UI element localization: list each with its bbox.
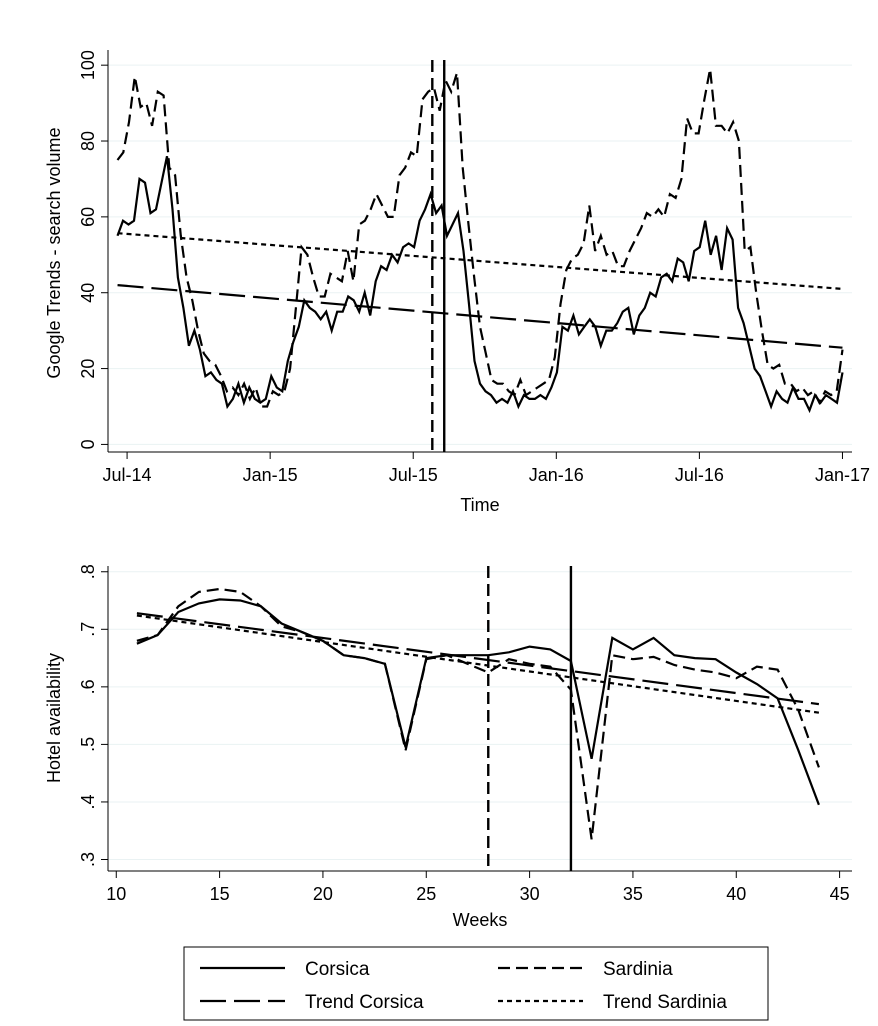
x-tick-label: Jul-15	[389, 465, 438, 485]
y-tick-label: 0	[78, 439, 98, 449]
series-bottom	[136, 587, 820, 840]
hotel-availability-panel: .3 .4 .5 .6 .7 .8 10 15 20 25 30 35 40 45 Weeks Hote…	[44, 564, 852, 930]
series-line-sardinia	[136, 587, 820, 840]
x-tick-label: 15	[210, 884, 230, 904]
x-axis-title-bottom: Weeks	[453, 910, 508, 930]
y-tick-label: 20	[78, 359, 98, 379]
legend-label-sardinia: Sardinia	[603, 959, 673, 980]
event-lines-top	[431, 60, 446, 452]
x-axis-title-top: Time	[460, 495, 499, 515]
x-tick-label: Jul-16	[675, 465, 724, 485]
series-line-sardinia	[116, 68, 844, 408]
x-tick-label: Jan-16	[529, 465, 584, 485]
y-tick-label: .7	[78, 622, 98, 637]
y-tick-label: .8	[78, 564, 98, 579]
x-tick-label: 35	[623, 884, 643, 904]
x-tick-label: 30	[520, 884, 540, 904]
series-line-corsica	[116, 155, 844, 414]
x-tick-label: Jan-17	[815, 465, 870, 485]
series-line-corsica	[136, 598, 820, 806]
trend-line-corsica	[117, 284, 843, 349]
event-lines-bottom	[487, 566, 573, 871]
x-tick-label: Jan-15	[243, 465, 298, 485]
legend-label-trend-sardinia: Trend Sardinia	[603, 992, 727, 1013]
x-ticks-top: Jul-14 Jan-15 Jul-15 Jan-16 Jul-16 Jan-17	[103, 452, 870, 485]
y-tick-label: 60	[78, 207, 98, 227]
y-tick-label: 80	[78, 131, 98, 151]
trend-line-sardinia	[117, 232, 843, 291]
x-tick-label: 45	[830, 884, 850, 904]
y-ticks-top: 0 20 40 60 80 100	[78, 50, 108, 449]
x-tick-label: 25	[416, 884, 436, 904]
grid-top	[108, 64, 852, 445]
y-tick-label: 100	[78, 50, 98, 80]
legend-box	[183, 946, 769, 1021]
legend: Corsica Sardinia Trend Corsica Trend Sardin…	[183, 946, 769, 1021]
series-top	[116, 68, 844, 414]
grid-bottom	[108, 571, 852, 860]
x-tick-label: 20	[313, 884, 333, 904]
plot-area-bottom	[108, 566, 852, 871]
series-line-trend-sardinia	[136, 614, 820, 714]
plot-area-top	[108, 50, 852, 452]
x-tick-label: 10	[106, 884, 126, 904]
x-tick-label: 40	[726, 884, 746, 904]
y-tick-label: .3	[78, 852, 98, 867]
y-axis-title-top: Google Trends - search volume	[44, 127, 64, 378]
legend-label-corsica: Corsica	[305, 959, 370, 980]
y-tick-label: .4	[78, 794, 98, 809]
x-tick-label: Jul-14	[103, 465, 152, 485]
y-axis-title-bottom: Hotel availability	[44, 653, 64, 783]
y-ticks-bottom: .3 .4 .5 .6 .7 .8	[78, 564, 108, 867]
series-line-trend-corsica	[136, 612, 820, 706]
legend-label-trend-corsica: Trend Corsica	[305, 992, 424, 1013]
y-tick-label: .5	[78, 737, 98, 752]
y-tick-label: 40	[78, 283, 98, 303]
y-tick-label: .6	[78, 679, 98, 694]
x-ticks-bottom: 10 15 20 25 30 35 40 45	[106, 871, 850, 904]
